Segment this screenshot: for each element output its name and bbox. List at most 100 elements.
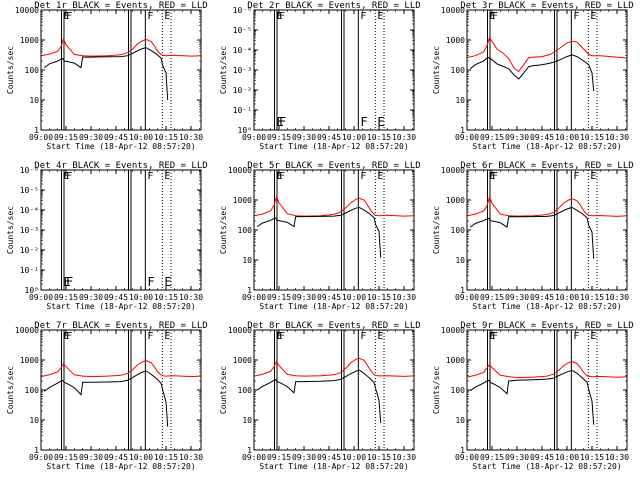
x-tick-label: 10:00 — [129, 453, 153, 462]
x-tick-label: 09:30 — [79, 293, 103, 302]
x-tick-label: 10:15 — [580, 293, 604, 302]
series-events-line — [470, 369, 595, 425]
x-tick-label: 10:30 — [392, 453, 416, 462]
event-marker-label-top: F — [360, 171, 366, 182]
plot-frame — [40, 169, 202, 291]
x-tick-label: 10:00 — [342, 453, 366, 462]
event-marker-label-top: F — [492, 11, 498, 22]
y-tick-label: 10⁻⁴ — [233, 46, 252, 55]
x-tick-label: 09:00 — [455, 293, 479, 302]
x-tick-label: 09:30 — [292, 453, 316, 462]
y-tick-label: 10000 — [228, 326, 252, 335]
plot-frame — [466, 329, 628, 451]
y-tick-label: 1000 — [20, 356, 39, 365]
x-tick-label: 09:00 — [29, 293, 53, 302]
x-tick-label: 09:00 — [29, 453, 53, 462]
series-lld-line — [467, 36, 627, 73]
event-marker-label-top: F — [147, 11, 153, 22]
y-tick-label: 100 — [238, 386, 253, 395]
x-tick-label: 10:30 — [605, 453, 629, 462]
event-marker-label-bottom: E — [377, 115, 384, 129]
series-lld-line — [467, 195, 627, 217]
y-axis-label: Counts/sec — [6, 206, 15, 254]
series-events-line — [43, 370, 169, 427]
y-axis-label: Counts/sec — [219, 366, 228, 414]
panel-det-2r: Det 2r BLACK = Events, RED = LLD 10⁰ 10⁻¹ 1… — [219, 1, 421, 151]
y-tick-label: 10000 — [441, 326, 465, 335]
event-marker-label-top: F — [147, 331, 153, 342]
event-markers — [61, 10, 172, 130]
x-tick-label: 10:30 — [605, 133, 629, 142]
plot-frame — [253, 9, 415, 131]
y-tick-label: 1000 — [446, 356, 465, 365]
series-lld-line — [254, 357, 414, 377]
event-markers — [487, 10, 598, 130]
y-tick-label: 1 — [34, 126, 39, 135]
x-tick-label: 09:45 — [104, 453, 128, 462]
y-tick-label: 100 — [238, 226, 253, 235]
x-tick-label: 10:15 — [154, 133, 178, 142]
y-tick-label: 100 — [25, 66, 40, 75]
y-tick-label: 1 — [460, 286, 465, 295]
y-tick-label: 100 — [451, 66, 466, 75]
event-marker-label-top: E — [164, 11, 170, 22]
x-tick-label: 10:15 — [154, 293, 178, 302]
event-marker-label-top: F — [573, 171, 579, 182]
y-tick-label: 10⁻⁶ — [20, 166, 39, 175]
panel-det-5r: Det 5r BLACK = Events, RED = LLD 1 10 100 10… — [219, 161, 421, 311]
x-tick-label: 09:30 — [292, 293, 316, 302]
x-tick-label: 10:15 — [367, 293, 391, 302]
y-tick-label: 10000 — [15, 326, 39, 335]
y-tick-label: 100 — [25, 386, 40, 395]
x-tick-label: 09:30 — [505, 453, 529, 462]
event-marker-label-bottom: F — [360, 115, 367, 129]
x-tick-label: 10:30 — [605, 293, 629, 302]
event-marker-label-top: E — [590, 11, 596, 22]
x-tick-label: 10:30 — [179, 453, 203, 462]
y-tick-label: 1000 — [233, 196, 252, 205]
y-tick-label: 10 — [455, 416, 465, 425]
x-tick-label: 10:00 — [555, 453, 579, 462]
x-tick-label: 10:00 — [555, 133, 579, 142]
x-tick-label: 10:00 — [342, 133, 366, 142]
y-tick-label: 10000 — [441, 6, 465, 15]
event-marker-label-top: F — [147, 171, 153, 182]
y-tick-label: 1 — [247, 286, 252, 295]
event-marker-label-top: F — [279, 11, 285, 22]
x-axis-label: Start Time (18-Apr-12 08:57:20) — [259, 142, 408, 151]
y-tick-label: 10 — [455, 256, 465, 265]
panel-det-6r: Det 6r BLACK = Events, RED = LLD 1 10 100 10… — [432, 161, 634, 311]
plot-frame — [466, 169, 628, 291]
series-lld-line — [467, 361, 627, 379]
series-events-line — [257, 206, 382, 258]
x-tick-label: 09:00 — [242, 453, 266, 462]
x-tick-label: 09:45 — [317, 293, 341, 302]
plot-frame — [40, 329, 202, 451]
x-tick-label: 09:15 — [480, 133, 504, 142]
y-tick-label: 10 — [455, 96, 465, 105]
y-tick-label: 10⁻³ — [233, 66, 252, 75]
x-tick-label: 10:15 — [580, 453, 604, 462]
y-tick-label: 1000 — [446, 36, 465, 45]
y-tick-label: 10⁻⁵ — [233, 26, 252, 35]
plot-frame — [40, 9, 202, 131]
event-markers — [487, 330, 598, 450]
x-tick-label: 09:45 — [530, 133, 554, 142]
series-lld-line — [254, 195, 414, 217]
series-group — [254, 195, 414, 258]
y-tick-label: 10 — [29, 416, 39, 425]
x-tick-label: 09:15 — [54, 453, 78, 462]
x-tick-label: 09:00 — [455, 133, 479, 142]
series-events-line — [470, 206, 595, 259]
y-axis-label: Counts/sec — [432, 46, 441, 94]
x-tick-label: 10:15 — [367, 453, 391, 462]
panel-title: Det 8r BLACK = Events, RED = LLD — [247, 321, 420, 331]
y-tick-label: 10⁻⁵ — [20, 186, 39, 195]
x-tick-label: 09:15 — [267, 453, 291, 462]
y-tick-label: 100 — [451, 386, 466, 395]
x-tick-label: 10:30 — [179, 293, 203, 302]
event-marker-label-top: F — [492, 331, 498, 342]
event-marker-label-top: F — [492, 171, 498, 182]
panel-title: Det 5r BLACK = Events, RED = LLD — [247, 161, 420, 171]
event-marker-label-top: E — [277, 11, 283, 22]
